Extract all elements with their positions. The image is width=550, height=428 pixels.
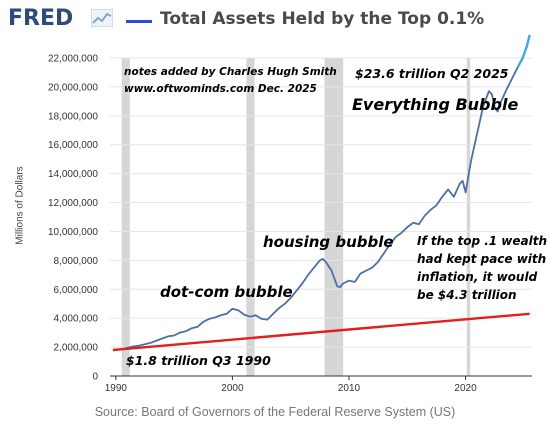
recession-band-1 (121, 58, 130, 376)
y-tick-label-20000000: 20,000,000 (48, 82, 98, 93)
x-tick-label-2020: 2020 (454, 383, 477, 394)
y-tick-label-8000000: 8,000,000 (54, 256, 99, 267)
inflation-note-line3: inflation, it would (417, 270, 538, 284)
y-tick-label-0: 0 (92, 372, 98, 383)
header: FRED Total Assets Held by the Top 0.1% (0, 0, 550, 40)
x-tick-label-2000: 2000 (221, 383, 244, 394)
gridlines (110, 57, 532, 348)
x-tick-labels: 1990 2000 2010 2020 (105, 376, 477, 394)
dotcom-bubble-label: dot-com bubble (160, 283, 293, 301)
series-lines (112, 34, 531, 352)
series-line-top-0-1pct (112, 66, 519, 351)
inflation-note-line4: be $4.3 trillion (417, 288, 517, 302)
y-tick-labels: 0 2,000,000 4,000,000 6,000,000 8,000,000 10,… (48, 54, 99, 383)
y-axis-label: Millions of Dollars (14, 166, 26, 245)
chart-title: Total Assets Held by the Top 0.1% (160, 9, 485, 29)
y-tick-label-14000000: 14,000,000 (48, 169, 98, 180)
series-line-recent-segment (516, 34, 531, 68)
recession-band-4 (466, 58, 471, 376)
recession-band-3 (324, 58, 344, 376)
x-tick-label-1990: 1990 (105, 383, 128, 394)
everything-bubble-label: Everything Bubble (352, 95, 519, 114)
y-tick-label-12000000: 12,000,000 (48, 198, 98, 209)
y-tick-label-18000000: 18,000,000 (48, 111, 98, 122)
y-tick-label-10000000: 10,000,000 (48, 227, 98, 238)
recession-band-2 (246, 58, 255, 376)
recession-bands (121, 58, 471, 376)
source-note: Source: Board of Governors of the Federa… (94, 405, 456, 419)
notes-line2: www.oftwominds.com Dec. 2025 (124, 83, 317, 95)
y-tick-label-6000000: 6,000,000 (54, 285, 99, 296)
y-tick-label-4000000: 4,000,000 (54, 314, 99, 325)
y-tick-label-2000000: 2,000,000 (54, 343, 99, 354)
legend-line (126, 20, 152, 23)
fred-logo[interactable]: FRED (8, 6, 74, 31)
fred-chart-icon (91, 9, 113, 27)
y-tick-label-16000000: 16,000,000 (48, 140, 98, 151)
inflation-trend-line (112, 312, 530, 352)
notes-line1: notes added by Charles Hugh Smith (124, 66, 337, 78)
y-tick-label-22000000: 22,000,000 (48, 54, 98, 65)
start-value-label: $1.8 trillion Q3 1990 (126, 353, 271, 368)
latest-value-label: $23.6 trillion Q2 2025 (355, 66, 509, 81)
inflation-note-line2: had kept pace with (417, 252, 547, 266)
x-tick-label-2010: 2010 (338, 383, 361, 394)
inflation-note-line1: If the top .1 wealth (417, 234, 548, 248)
housing-bubble-label: housing bubble (263, 233, 394, 251)
